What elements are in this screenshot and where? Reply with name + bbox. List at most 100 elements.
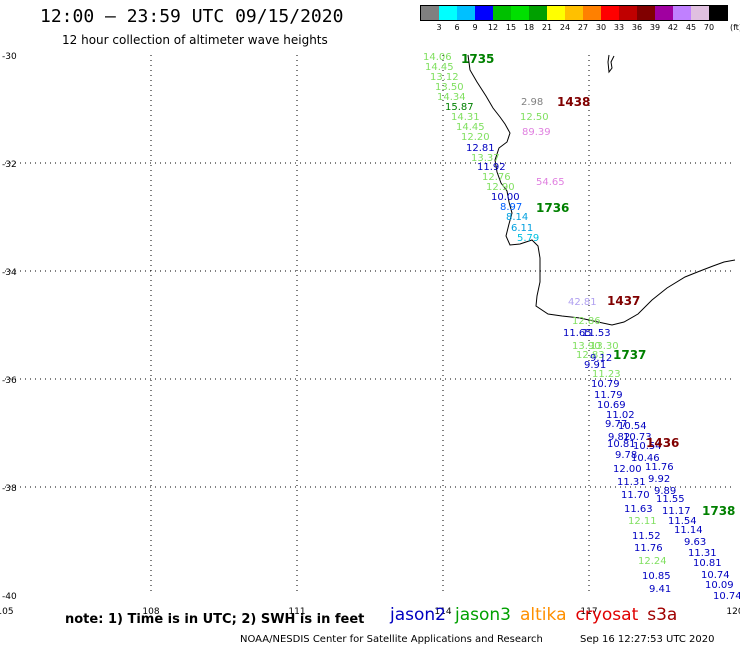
satellite-legend-entry: s3a <box>647 605 678 625</box>
coastline <box>467 54 736 326</box>
wave-height-value: 10.79 <box>591 379 620 390</box>
scale-swatch <box>565 6 583 20</box>
wave-height-value: 13.12 <box>430 72 459 83</box>
scale-tick-label: 18 <box>523 23 535 32</box>
satellite-legend-entry: altika <box>520 605 567 625</box>
longitude-tick-label: 111 <box>288 607 305 617</box>
scale-swatch <box>475 6 493 20</box>
map-subtitle: 12 hour collection of altimeter wave hei… <box>62 33 328 47</box>
scale-tick-label: 6 <box>454 23 460 32</box>
satellite-legend-entry: jason2 <box>390 605 446 625</box>
scale-tick-label: 12 <box>487 23 499 32</box>
wave-height-value: 10.54 <box>618 421 647 432</box>
coastline-path <box>467 54 736 326</box>
wave-height-value: 89.39 <box>522 127 551 138</box>
wave-height-value: 9.89 <box>654 486 676 497</box>
pass-time-label: 1736 <box>536 201 569 215</box>
wave-height-value: 11.79 <box>594 390 623 401</box>
map-title: 12:00 – 23:59 UTC 09/15/2020 <box>40 6 344 27</box>
scale-tick-label: 15 <box>505 23 517 32</box>
scale-swatch <box>655 6 673 20</box>
wave-height-value: 12.90 <box>486 182 515 193</box>
pass-time-label: 1436 <box>646 436 679 450</box>
scale-tick-label: 33 <box>613 23 625 32</box>
map-note: note: 1) Time is in UTC; 2) SWH is in fe… <box>65 612 365 627</box>
satellite-legend-entry: jason3 <box>455 605 511 625</box>
scale-tick-label: 39 <box>649 23 661 32</box>
lat-lon-grid <box>5 55 735 595</box>
scale-swatch <box>637 6 655 20</box>
wave-height-value: 14.31 <box>451 112 480 123</box>
pass-time-label: 1438 <box>557 95 590 109</box>
wave-height-value: 9.41 <box>649 584 671 595</box>
wave-height-observations: 14.0614.4513.1213.5014.3415.8714.3114.45… <box>423 52 740 602</box>
longitude-tick-label: 117 <box>580 607 597 617</box>
wave-height-value: 2.98 <box>521 97 543 108</box>
wave-height-value: 11.76 <box>645 462 674 473</box>
wave-height-value: 5.79 <box>517 233 539 244</box>
wave-height-value: 9.92 <box>648 474 670 485</box>
wave-height-value: 11.63 <box>624 504 653 515</box>
footer-timestamp: Sep 16 12:27:53 UTC 2020 <box>580 634 715 645</box>
wave-height-value: 9.63 <box>684 537 706 548</box>
scale-tick-label: 30 <box>595 23 607 32</box>
scale-swatch <box>529 6 547 20</box>
scale-swatch <box>709 6 727 20</box>
wave-height-value: 42.81 <box>568 297 597 308</box>
scale-swatch <box>691 6 709 20</box>
scale-swatch <box>673 6 691 20</box>
scale-swatch <box>601 6 619 20</box>
scale-tick-label: 3 <box>436 23 442 32</box>
wave-height-value: 12.20 <box>461 132 490 143</box>
scale-swatch <box>493 6 511 20</box>
footer-credit: NOAA/NESDIS Center for Satellite Applica… <box>240 634 543 645</box>
wave-height-value: 11.23 <box>592 369 621 380</box>
latitude-tick-label: -36 <box>2 376 17 386</box>
pass-time-labels: 1735 1438 1736 1437 1737 1436 1738 <box>461 52 735 518</box>
wave-height-value: 11.92 <box>477 162 506 173</box>
scale-swatch <box>511 6 529 20</box>
latitude-tick-label: -40 <box>2 592 17 602</box>
longitude-tick-label: 120 <box>726 607 740 617</box>
wave-height-value: 11.17 <box>662 506 691 517</box>
wave-height-value: 9.12 <box>590 353 612 364</box>
wave-height-value: 11.76 <box>634 543 663 554</box>
wave-height-value: 11.52 <box>632 531 661 542</box>
wave-height-value: 11.14 <box>674 525 703 536</box>
wave-height-value: 12.24 <box>638 556 667 567</box>
wave-height-value: 6.11 <box>511 223 533 234</box>
wave-height-value: 12.86 <box>572 316 601 327</box>
coastline-inlet <box>607 54 615 74</box>
wave-height-value: 13.30 <box>590 341 619 352</box>
scale-tick-label: 9 <box>472 23 478 32</box>
scale-tick-label: 42 <box>667 23 679 32</box>
pass-time-label: 1737 <box>613 348 646 362</box>
wave-height-value: 10.81 <box>607 439 636 450</box>
scale-swatch <box>439 6 457 20</box>
wave-height-value: 11.65 <box>563 328 592 339</box>
wave-height-value: 13.90 <box>572 341 601 352</box>
wave-height-value: 13.50 <box>435 82 464 93</box>
scale-tick-label: 70 <box>703 23 715 32</box>
wave-height-value: 13.37 <box>471 153 500 164</box>
wave-height-value: 10.73 <box>623 432 652 443</box>
wave-height-value: 11.31 <box>617 477 646 488</box>
pass-time-label: 1738 <box>702 504 735 518</box>
wave-height-value: 10.46 <box>631 453 660 464</box>
wave-height-value: 9.77 <box>605 419 627 430</box>
scale-swatch <box>583 6 601 20</box>
wave-height-value: 10.69 <box>597 400 626 411</box>
wave-height-value: 14.06 <box>423 52 452 63</box>
wave-height-value: 12.00 <box>613 464 642 475</box>
longitude-tick-label: 114 <box>434 607 451 617</box>
wave-height-value: 11.02 <box>606 410 635 421</box>
wave-height-value: 10.09 <box>705 580 734 591</box>
wave-height-value: 9.78 <box>615 450 637 461</box>
wave-height-value: 11.55 <box>656 494 685 505</box>
latitude-tick-label: -30 <box>2 52 17 62</box>
wave-height-value: 11.54 <box>668 516 697 527</box>
wave-height-value: 12.83 <box>576 350 605 361</box>
